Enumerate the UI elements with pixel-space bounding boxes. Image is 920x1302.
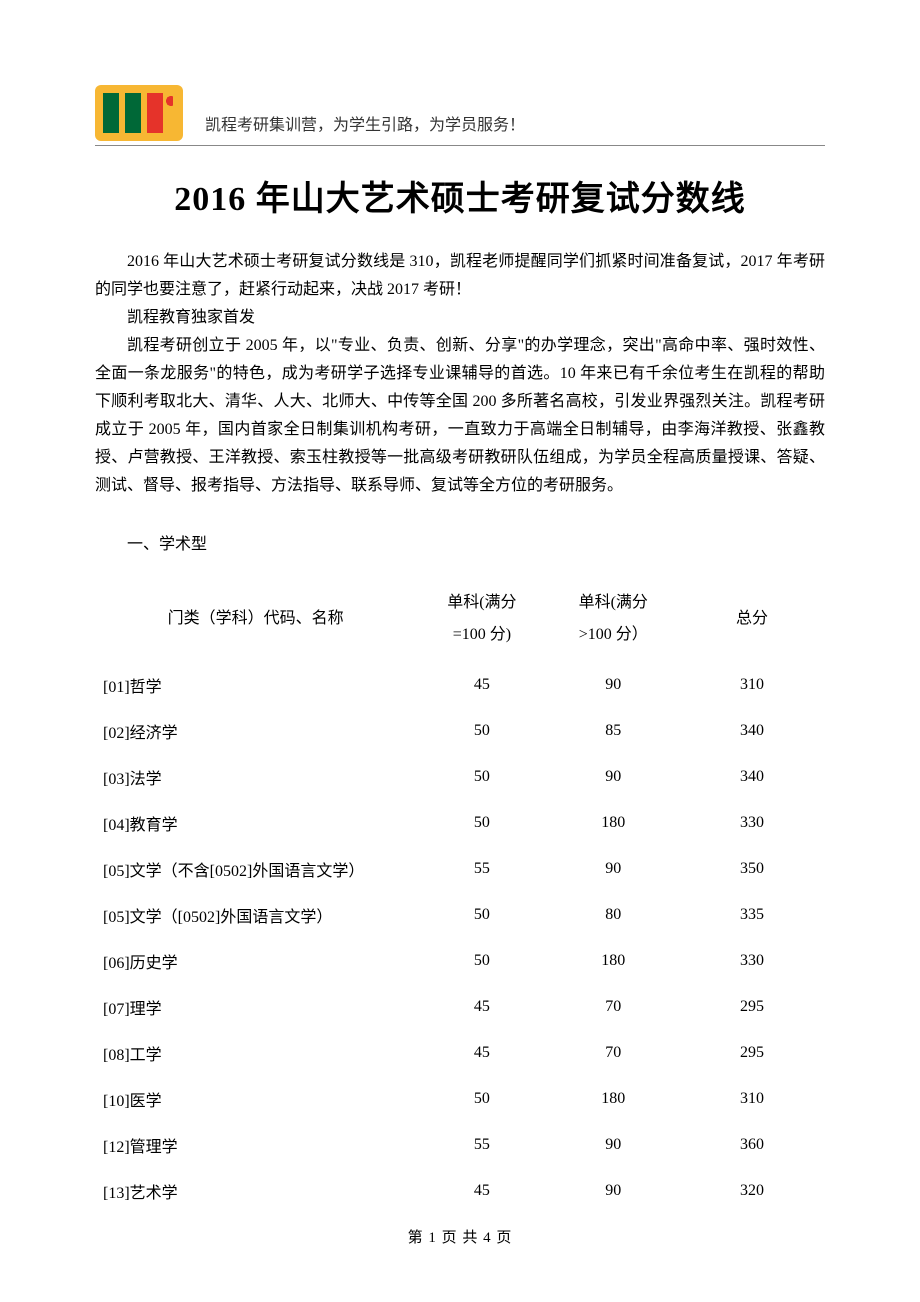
cell-s3: 340 [679,754,825,800]
table-header-row: 门类（学科）代码、名称 单科(满分 =100 分) 单科(满分 >100 分） … [95,576,825,662]
cell-s3: 360 [679,1122,825,1168]
page-header: 凯程考研集训营，为学生引路，为学员服务！ [95,85,825,146]
table-row: [03]法学 50 90 340 [95,754,825,800]
cell-name: [06]历史学 [95,938,416,984]
cell-s3: 330 [679,800,825,846]
cell-name: [05]文学（[0502]外国语言文学） [95,892,416,938]
cell-s3: 310 [679,662,825,708]
cell-s3: 295 [679,1030,825,1076]
intro-block: 2016 年山大艺术硕士考研复试分数线是 310，凯程老师提醒同学们抓紧时间准备… [95,248,825,500]
cell-s3: 295 [679,984,825,1030]
score-table: 门类（学科）代码、名称 单科(满分 =100 分) 单科(满分 >100 分） … [95,576,825,1214]
th-s1-line1: 单科(满分 [447,594,516,611]
cell-name: [05]文学（不含[0502]外国语言文学） [95,846,416,892]
table-row: [02]经济学 50 85 340 [95,708,825,754]
cell-s2: 90 [548,846,679,892]
th-total: 总分 [679,576,825,662]
cell-s1: 45 [416,1168,547,1214]
cell-s3: 340 [679,708,825,754]
table-row: [08]工学 45 70 295 [95,1030,825,1076]
cell-s3: 350 [679,846,825,892]
table-row: [05]文学（[0502]外国语言文学） 50 80 335 [95,892,825,938]
cell-name: [03]法学 [95,754,416,800]
cell-s2: 180 [548,938,679,984]
cell-name: [04]教育学 [95,800,416,846]
page-footer: 第 1 页 共 4 页 [0,1226,920,1247]
cell-s1: 55 [416,846,547,892]
cell-s1: 45 [416,1030,547,1076]
cell-s1: 45 [416,984,547,1030]
intro-paragraph-3: 凯程考研创立于 2005 年，以"专业、负责、创新、分享"的办学理念，突出"高命… [95,332,825,500]
cell-s3: 330 [679,938,825,984]
cell-s2: 70 [548,984,679,1030]
th-single-100: 单科(满分 =100 分) [416,576,547,662]
table-row: [06]历史学 50 180 330 [95,938,825,984]
th-category: 门类（学科）代码、名称 [95,576,416,662]
cell-s1: 50 [416,1076,547,1122]
table-row: [01]哲学 45 90 310 [95,662,825,708]
intro-paragraph-2: 凯程教育独家首发 [95,304,825,332]
cell-name: [08]工学 [95,1030,416,1076]
table-row: [13]艺术学 45 90 320 [95,1168,825,1214]
cell-s2: 90 [548,662,679,708]
cell-name: [10]医学 [95,1076,416,1122]
cell-s2: 80 [548,892,679,938]
table-row: [04]教育学 50 180 330 [95,800,825,846]
brand-logo [95,85,183,141]
cell-s1: 50 [416,800,547,846]
th-s2-line2: >100 分） [579,626,648,643]
cell-s2: 180 [548,1076,679,1122]
header-tagline: 凯程考研集训营，为学生引路，为学员服务！ [205,111,525,141]
intro-paragraph-1: 2016 年山大艺术硕士考研复试分数线是 310，凯程老师提醒同学们抓紧时间准备… [95,248,825,304]
cell-s1: 55 [416,1122,547,1168]
cell-name: [13]艺术学 [95,1168,416,1214]
cell-s2: 180 [548,800,679,846]
cell-name: [07]理学 [95,984,416,1030]
cell-s2: 90 [548,754,679,800]
table-row: [12]管理学 55 90 360 [95,1122,825,1168]
cell-s3: 310 [679,1076,825,1122]
cell-s3: 320 [679,1168,825,1214]
cell-name: [12]管理学 [95,1122,416,1168]
th-single-gt100: 单科(满分 >100 分） [548,576,679,662]
th-s2-line1: 单科(满分 [579,594,648,611]
table-row: [05]文学（不含[0502]外国语言文学） 55 90 350 [95,846,825,892]
cell-s1: 50 [416,754,547,800]
cell-s2: 90 [548,1122,679,1168]
cell-s1: 50 [416,892,547,938]
document-title: 2016 年山大艺术硕士考研复试分数线 [95,171,825,220]
cell-s1: 50 [416,938,547,984]
table-row: [10]医学 50 180 310 [95,1076,825,1122]
cell-name: [01]哲学 [95,662,416,708]
cell-name: [02]经济学 [95,708,416,754]
th-s1-line2: =100 分) [453,626,511,643]
cell-s1: 50 [416,708,547,754]
cell-s2: 90 [548,1168,679,1214]
cell-s3: 335 [679,892,825,938]
cell-s2: 70 [548,1030,679,1076]
table-body: [01]哲学 45 90 310 [02]经济学 50 85 340 [03]法… [95,662,825,1214]
cell-s1: 45 [416,662,547,708]
table-row: [07]理学 45 70 295 [95,984,825,1030]
cell-s2: 85 [548,708,679,754]
section-heading: 一、学术型 [95,530,825,554]
